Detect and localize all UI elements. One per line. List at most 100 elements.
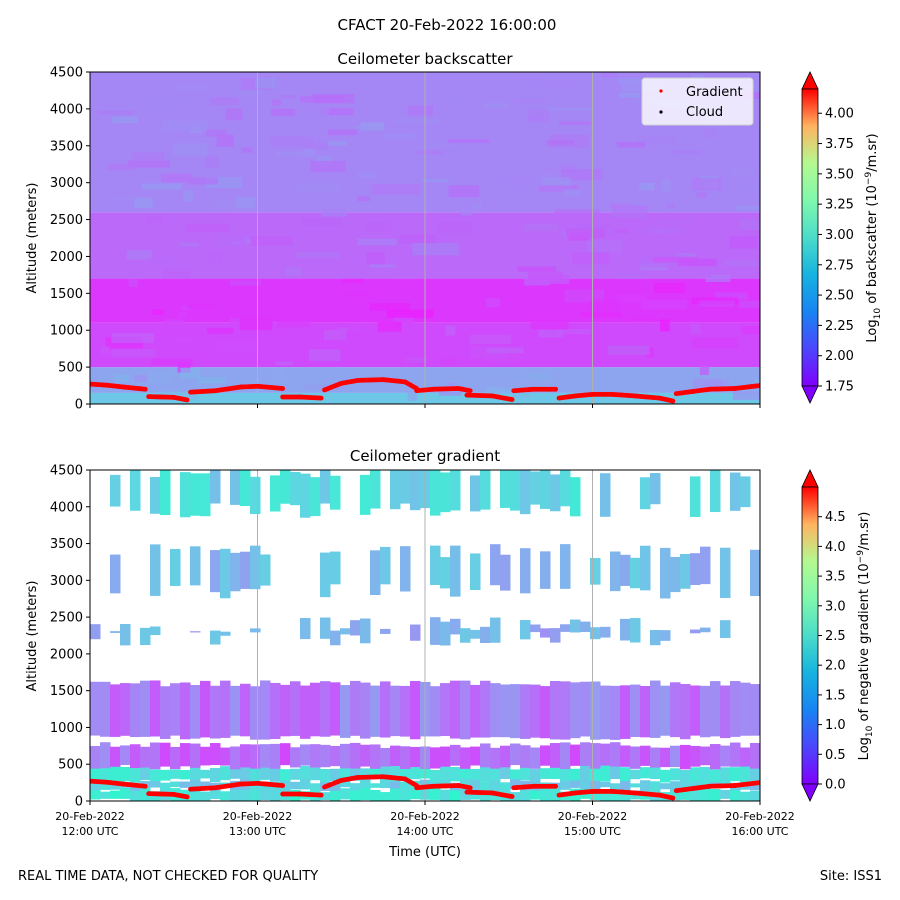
heat-cell-6 (170, 548, 181, 586)
heat-patch (342, 278, 364, 284)
top-gradient-markers (90, 377, 760, 404)
heat-cell-0 (740, 791, 751, 801)
top-colorbar-bar (801, 88, 819, 387)
heat-cell-2 (510, 769, 521, 780)
y-tick-label: 2500 (50, 611, 83, 626)
heat-cell-7 (300, 473, 311, 518)
gradient-point (467, 388, 473, 394)
heat-cell-0 (540, 787, 551, 801)
heat-cell-4 (500, 684, 511, 738)
heat-cell-5 (630, 618, 641, 643)
bottom-panel-title: Ceilometer gradient (350, 447, 500, 465)
heat-patch (250, 236, 293, 246)
heat-cell-3 (510, 743, 521, 766)
heat-patch (523, 223, 559, 232)
heat-cell-1 (180, 781, 191, 788)
heat-cell-2 (310, 766, 321, 781)
heat-cell-3 (660, 747, 671, 768)
heat-patch (652, 256, 698, 263)
heat-patch (438, 392, 462, 396)
heat-cell-6 (750, 549, 760, 597)
legend-gradient-marker (659, 89, 663, 93)
heat-cell-2 (100, 766, 111, 782)
heat-patch (369, 302, 411, 311)
heat-cell-5 (620, 618, 631, 641)
heat-cell-2 (600, 765, 611, 782)
heat-cell-2 (720, 767, 731, 781)
heat-cell-7 (250, 476, 261, 515)
heat-patch (447, 139, 490, 143)
x-tick-time: 13:00 UTC (229, 825, 286, 838)
heat-cell-4 (520, 684, 531, 739)
heat-cell-3 (210, 743, 221, 766)
colorbar-tick-label: 2.5 (825, 629, 846, 644)
heat-cell-7 (390, 470, 401, 510)
heat-cell-5 (150, 626, 161, 636)
heat-patch (645, 347, 654, 358)
heat-cell-1 (600, 781, 611, 788)
heat-cell-6 (330, 551, 341, 585)
heat-cell-4 (580, 681, 591, 737)
y-tick-label: 3500 (50, 139, 83, 154)
heat-cell-4 (710, 681, 721, 737)
top-colorbar-label: Log10 of backscatter (10−9/m.sr) (864, 133, 883, 342)
heat-patch (151, 309, 164, 315)
heat-patch (301, 218, 342, 227)
gradient-point (757, 780, 760, 786)
heat-patch (277, 320, 310, 328)
heat-cell-4 (610, 685, 621, 740)
heat-patch (244, 238, 254, 245)
heat-patch (541, 81, 578, 90)
heat-cell-7 (210, 470, 221, 504)
x-tick-time: 12:00 UTC (61, 825, 118, 838)
heat-cell-2 (250, 767, 261, 783)
heat-patch (729, 168, 754, 176)
heat-cell-1 (170, 781, 181, 788)
heat-cell-6 (620, 554, 631, 586)
top-colorbar-ticks: 1.75 2.00 2.25 2.50 2.75 3.00 3.25 3.50 3.75 4.00 (818, 107, 854, 395)
heat-patch (739, 218, 760, 230)
heat-patch (111, 348, 157, 358)
gradient-point (757, 383, 760, 388)
heat-cell-3 (310, 744, 321, 768)
heat-cell-3 (380, 747, 391, 767)
heat-cell-3 (130, 744, 141, 769)
heat-cell-3 (450, 744, 461, 766)
heat-patch (357, 196, 371, 202)
heat-patch (410, 282, 421, 289)
heat-cell-0 (460, 788, 471, 800)
heat-patch (281, 95, 297, 99)
heat-cell-3 (250, 744, 261, 769)
heat-patch (357, 238, 398, 246)
heat-cell-2 (710, 769, 721, 783)
bottom-x-axis-ticks: 20-Feb-2022 12:00 UTC 20-Feb-2022 13:00 UTC… (55, 801, 795, 838)
heat-patch (505, 176, 543, 187)
heat-cell-3 (120, 745, 131, 765)
heat-cell-3 (400, 746, 411, 769)
heat-cell-6 (640, 545, 651, 591)
heat-cell-4 (90, 681, 101, 736)
heat-cell-3 (460, 747, 471, 769)
heat-patch (198, 377, 226, 384)
heat-patch (441, 357, 457, 365)
heat-cell-6 (250, 545, 261, 590)
heat-cell-3 (720, 745, 731, 767)
heat-cell-7 (500, 470, 511, 508)
heat-patch (417, 150, 444, 155)
heat-cell-1 (390, 777, 401, 789)
heat-patch (114, 374, 129, 383)
heat-cell-2 (90, 765, 101, 782)
heat-cell-7 (550, 474, 561, 512)
heat-cell-7 (410, 470, 421, 511)
heat-cell-2 (580, 765, 591, 781)
heat-patch (312, 94, 355, 104)
heat-cell-4 (550, 680, 561, 740)
heat-cell-4 (720, 685, 731, 739)
heat-patch (611, 205, 648, 218)
heat-patch (164, 319, 185, 331)
y-tick-label: 1000 (50, 721, 83, 736)
heat-cell-1 (500, 782, 511, 789)
heat-cell-1 (350, 783, 361, 791)
heat-cell-5 (580, 621, 591, 633)
heat-patch (295, 251, 340, 258)
